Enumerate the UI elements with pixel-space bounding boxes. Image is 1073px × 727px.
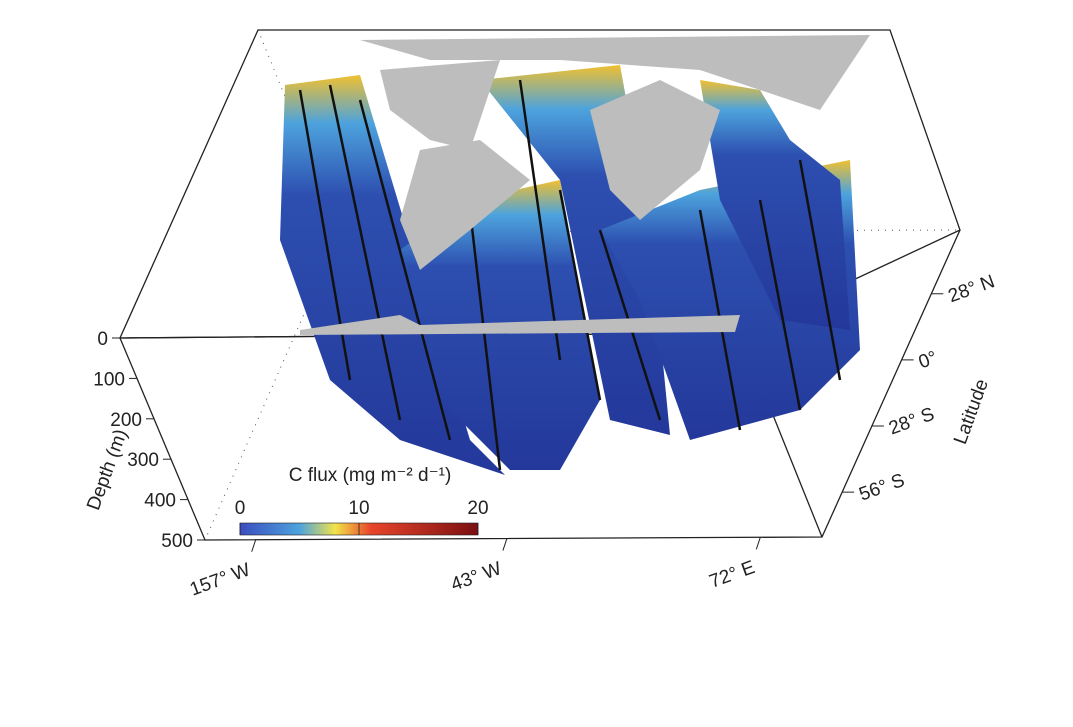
- z-axis-label: Depth (m): [83, 427, 132, 514]
- y-tick-label: 28° S: [886, 404, 937, 440]
- colorbar-tick-label: 0: [235, 498, 246, 519]
- colorbar-tick-label: 10: [348, 498, 369, 519]
- y-tick-label: 0°: [916, 347, 940, 373]
- z-tick-label: 100: [93, 369, 125, 390]
- x-tick: [251, 539, 257, 552]
- z-tick-label: 300: [127, 450, 159, 471]
- colorbar-label: C flux (mg m⁻² d⁻¹): [289, 465, 452, 486]
- y-tick-label: 28° N: [946, 271, 998, 307]
- x-tick-label: 157° W: [187, 559, 253, 600]
- x-tick-label: 72° E: [707, 557, 758, 593]
- z-tick-label: 400: [144, 491, 176, 512]
- x-tick-label: 43° W: [448, 558, 504, 596]
- x-tick: [755, 537, 761, 550]
- colorbar-tick-label: 20: [467, 498, 488, 519]
- flux-curtains: [280, 35, 870, 475]
- x-tick: [502, 538, 508, 551]
- z-tick-label: 0: [97, 329, 108, 350]
- z-tick-label: 200: [110, 410, 142, 431]
- y-tick-label: 56° S: [856, 470, 907, 506]
- z-tick-label: 500: [161, 531, 193, 552]
- y-axis-label: Latitude: [950, 376, 993, 447]
